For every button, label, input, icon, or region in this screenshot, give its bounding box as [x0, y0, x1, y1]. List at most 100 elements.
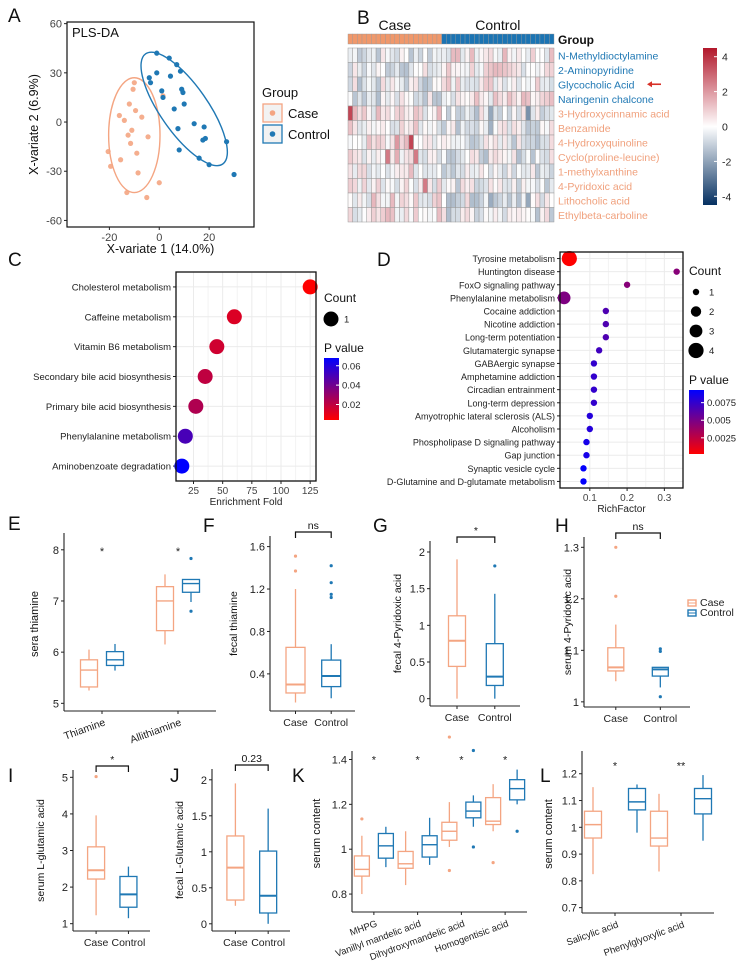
heatmap-cell: [535, 149, 541, 165]
heatmap-cell: [520, 134, 527, 150]
significance-label: **: [677, 761, 686, 773]
point-case: [156, 180, 162, 186]
heatmap-cell: [422, 134, 428, 150]
heatmap-cell: [497, 178, 503, 194]
heatmap-cell: [511, 192, 517, 208]
heatmap-cell: [488, 62, 494, 78]
heatmap-cell: [511, 163, 517, 179]
ellipse-control: [140, 51, 229, 167]
heatmap-cell: [516, 120, 522, 136]
heatmap-cell: [366, 91, 372, 107]
heatmap-cell: [520, 120, 527, 136]
heatmap-cell: [483, 207, 489, 223]
comparison-bracket: [456, 536, 496, 543]
group-annotation-cell: [460, 33, 466, 45]
heatmap-cell: [403, 134, 410, 150]
heatmap-cell: [394, 105, 400, 121]
heatmap-cell: [530, 47, 536, 63]
plot-frame: [559, 251, 684, 489]
y-tick-label: 1: [62, 919, 68, 931]
heatmap-cell: [535, 120, 541, 136]
heatmap-cell: [506, 192, 513, 208]
heatmap-cell: [544, 192, 550, 208]
heatmap-cell: [399, 91, 405, 107]
heatmap-cell: [427, 120, 433, 136]
heatmap-cell: [408, 91, 414, 107]
legend-p-title: P value: [689, 373, 729, 387]
group-annotation-cell: [530, 33, 536, 45]
y-axis-title: serum 4-Pyridoxic acid: [562, 569, 574, 675]
heatmap-cell: [375, 76, 382, 92]
box-Case: [353, 817, 371, 895]
heatmap-cell: [436, 134, 442, 150]
panel-letter-i: I: [8, 766, 13, 787]
heatmap-cell: [544, 178, 550, 194]
heatmap-cell: [492, 149, 499, 165]
heatmap-cell: [432, 178, 438, 194]
heatmap-cell: [530, 134, 536, 150]
heatmap-cell: [446, 62, 452, 78]
heatmap-cell: [506, 134, 513, 150]
heatmap-cell: [497, 47, 503, 63]
heatmap-cell: [460, 163, 466, 179]
heatmap-cell: [385, 163, 391, 179]
heatmap-cell: [357, 91, 363, 107]
box-Control: [321, 564, 342, 699]
heatmap-cell: [427, 149, 433, 165]
heatmap-cell: [366, 47, 372, 63]
panel-g-boxplot: 0 0.5 1 1.5 2 fecal 4-Pyridoxic acid Case Contr…: [392, 525, 520, 724]
heatmap-cell: [474, 91, 480, 107]
heatmap-cell: [371, 91, 377, 107]
heatmap-cell: [347, 120, 353, 136]
heatmap-cell: [357, 178, 363, 194]
heatmap-cell: [352, 178, 358, 194]
point-case: [145, 134, 151, 140]
pathway-label: D-Glutamine and D-glutamate metabolism: [387, 477, 555, 487]
heatmap-cell: [544, 134, 550, 150]
heatmap-cell: [380, 105, 386, 121]
pathway-label: Glutamatergic synapse: [463, 346, 555, 356]
heatmap-cell: [361, 76, 367, 92]
heatmap-cell: [539, 76, 545, 92]
heatmap-cell: [474, 62, 480, 78]
x-tick-label: Control: [251, 937, 285, 949]
heatmap-cell: [516, 105, 522, 121]
y-tick-label: 2: [62, 882, 68, 894]
heatmap-cell: [422, 76, 428, 92]
heatmap-cell: [408, 76, 414, 92]
heatmap-cell: [366, 178, 372, 194]
heatmap-cell: [450, 62, 456, 78]
heatmap-cell: [511, 178, 517, 194]
heatmap-cell: [347, 207, 353, 223]
heatmap-cell: [530, 105, 536, 121]
heatmap-cell: [394, 163, 400, 179]
y-tick-label: 60: [50, 19, 62, 31]
heatmap-cell: [394, 47, 400, 63]
box-iqr: [105, 650, 125, 667]
heatmap-cell: [446, 91, 452, 107]
heatmap-cell: [352, 62, 358, 78]
heatmap-cell: [427, 134, 433, 150]
heatmap-cell: [455, 192, 461, 208]
heatmap-cell: [389, 120, 396, 136]
heatmap-cell: [446, 192, 452, 208]
heatmap-cell: [549, 178, 555, 194]
heatmap-cell: [483, 163, 489, 179]
heatmap-cell: [408, 62, 414, 78]
box-Control: [508, 769, 526, 833]
heatmap-cell: [469, 163, 475, 179]
outlier-point: [329, 564, 333, 568]
group-annotation-cell: [422, 33, 428, 45]
heatmap-cell: [492, 105, 499, 121]
outlier-point: [493, 564, 497, 568]
heatmap-cell: [460, 120, 466, 136]
heatmap-cell: [361, 178, 367, 194]
heatmap-cell: [530, 178, 536, 194]
row-label: Ethylbeta-carboline: [558, 210, 648, 222]
heatmap-cell: [511, 207, 517, 223]
heatmap-cell: [497, 76, 503, 92]
heatmap-cell: [408, 207, 414, 223]
point-control: [180, 89, 186, 96]
heatmap-cell: [455, 120, 461, 136]
